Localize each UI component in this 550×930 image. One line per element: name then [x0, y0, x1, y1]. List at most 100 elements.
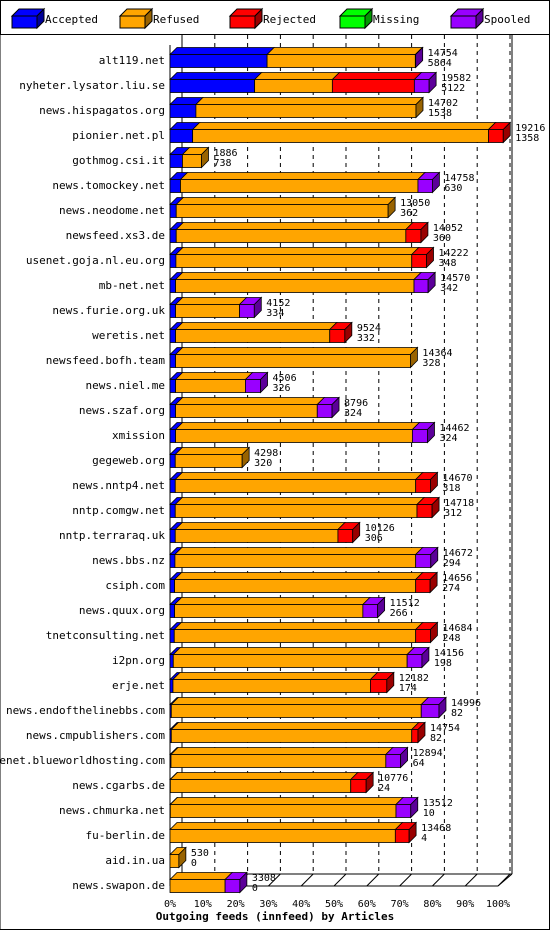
legend-item: Refused — [118, 7, 199, 30]
bar-segment — [316, 404, 333, 418]
bar-segment — [169, 579, 175, 593]
bar-segment — [169, 429, 176, 443]
bar-side — [415, 96, 424, 119]
offered-label: 14754 — [430, 723, 460, 734]
bar-segment — [385, 754, 401, 768]
offered-label: 8796 — [344, 398, 368, 409]
bar-segment — [245, 379, 261, 393]
legend-label: Rejected — [263, 13, 316, 26]
bar-side — [386, 671, 395, 694]
bar-side — [438, 696, 447, 719]
offered-label: 4506 — [273, 373, 297, 384]
accepted-label: 630 — [444, 183, 462, 194]
bar-segment — [420, 704, 440, 718]
offered-label: 14996 — [451, 698, 481, 709]
accepted-label: 328 — [422, 358, 440, 369]
offered-label: 14222 — [438, 248, 468, 259]
legend-label: Accepted — [45, 13, 98, 26]
category-labels: alt119.net nyheter.lysator.liu.se news.his… — [0, 54, 165, 892]
category-label: news.tomockey.net — [52, 179, 165, 192]
accepted-label: 360 — [433, 233, 451, 244]
bar-segment — [174, 504, 418, 518]
bar-segment-top — [169, 797, 404, 805]
accepted-label: 324 — [439, 433, 457, 444]
bar-segment — [169, 329, 176, 343]
legend-swatch-side — [36, 7, 45, 30]
accepted-label: 348 — [438, 258, 456, 269]
x-tick-label: 0% — [164, 899, 176, 910]
bar-segment — [172, 679, 371, 693]
bar-side — [344, 321, 353, 344]
bar-segment — [169, 529, 176, 543]
bar-segment-top — [172, 647, 416, 655]
x-tick-label: 40% — [292, 899, 310, 910]
bar-segment — [175, 254, 413, 268]
accepted-label: 326 — [273, 383, 291, 394]
bar-segment-top — [169, 872, 234, 880]
category-label: pionier.net.pl — [72, 129, 165, 142]
bar-side — [431, 171, 440, 194]
bar-segment — [169, 304, 176, 318]
x-tick-label: 100% — [486, 899, 510, 910]
bar-segment-top — [174, 347, 419, 355]
offered-label: 13512 — [423, 798, 453, 809]
x-tick-label: 70% — [391, 899, 409, 910]
bar-segment — [224, 879, 241, 893]
bar-segment — [415, 479, 431, 493]
category-label: news.szaf.org — [79, 404, 165, 417]
legend-item: Rejected — [228, 7, 316, 30]
x-tick-label: 90% — [456, 899, 474, 910]
bar-segment — [169, 279, 176, 293]
accepted-label: 0 — [252, 883, 258, 894]
bar-segment — [169, 229, 177, 243]
bar-segment-top — [170, 722, 420, 730]
bar-segment — [406, 654, 423, 668]
bar-segment — [195, 104, 417, 118]
bar-segment — [488, 129, 504, 143]
floor-tick — [497, 873, 511, 887]
accepted-label: 318 — [442, 483, 460, 494]
bar-segment-top — [331, 72, 423, 80]
bar-segment — [169, 354, 176, 368]
bar-segment-top — [194, 97, 424, 105]
bar-segment — [415, 579, 431, 593]
bar-segment — [331, 79, 415, 93]
category-label: news.cmpublishers.com — [26, 729, 165, 742]
offered-label: 9524 — [357, 323, 381, 334]
accepted-label: 64 — [413, 758, 425, 769]
category-label: aid.in.ua — [105, 854, 165, 867]
bar-segment — [169, 779, 352, 793]
category-label: erje.net — [112, 679, 165, 692]
offered-label: 14754 — [428, 48, 458, 59]
bar-segment — [175, 279, 415, 293]
legend-swatch-side — [475, 7, 484, 30]
bar-segment — [174, 604, 364, 618]
legend-swatch — [339, 15, 366, 29]
category-label: usenet.goja.nl.eu.org — [26, 254, 165, 267]
bar-segment — [169, 554, 176, 568]
bar-side — [430, 471, 438, 494]
bar-segment-top — [174, 372, 254, 380]
bar-segment — [169, 129, 194, 143]
bar-segment — [174, 454, 243, 468]
bar-side — [377, 596, 386, 619]
accepted-label: 274 — [442, 583, 460, 594]
category-label: news.neodome.net — [59, 204, 165, 217]
x-axis-label: Outgoing feeds (innfeed) by Articles — [156, 910, 394, 923]
bar-segment — [180, 179, 419, 193]
category-label: xmission — [112, 429, 165, 442]
offered-label: 14052 — [433, 223, 463, 234]
offered-label: 13050 — [400, 198, 430, 209]
bar-segment — [169, 654, 174, 668]
bar-side — [410, 346, 418, 369]
category-label: news.hispagatos.org — [39, 104, 165, 117]
accepted-label: 1538 — [428, 108, 452, 119]
legend-item: Accepted — [10, 7, 98, 30]
floor-tick — [333, 873, 347, 887]
accepted-label: 738 — [213, 158, 231, 169]
bar-segment — [175, 379, 246, 393]
accepted-label: 332 — [357, 333, 375, 344]
bar-segment — [350, 779, 367, 793]
bar-segment-top — [169, 772, 359, 780]
legend-item: Missing — [338, 7, 419, 30]
